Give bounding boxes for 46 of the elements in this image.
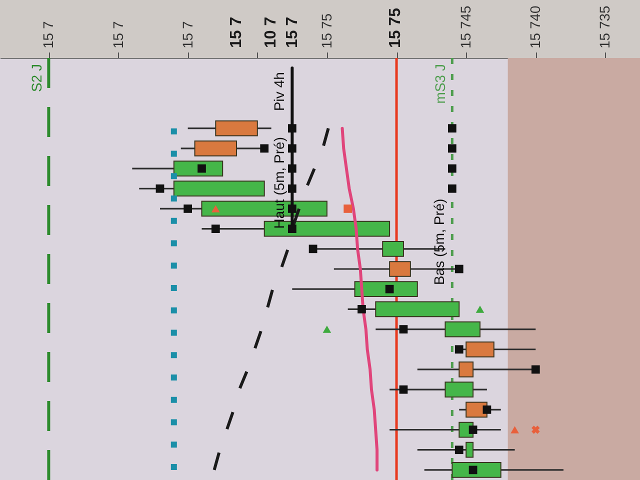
point: [532, 426, 540, 434]
text: Piv 4h: [271, 72, 288, 112]
x-tick-label: 15 740: [527, 5, 544, 48]
point: [322, 326, 332, 333]
point: [454, 264, 464, 274]
point: [448, 164, 456, 173]
x-tick-label: 15 7: [40, 21, 56, 48]
point: [211, 224, 220, 233]
point: [482, 405, 492, 414]
x-tick-label: 15 7: [179, 21, 196, 48]
text: Haut (5m, Pré): [271, 136, 288, 229]
point: [385, 284, 394, 294]
point: [448, 184, 456, 193]
text: Bas (5m, Pré): [431, 198, 448, 286]
text: 10 7: [262, 16, 280, 48]
point: [344, 204, 352, 213]
point: [288, 204, 296, 213]
point: [476, 306, 484, 313]
point: [358, 305, 366, 314]
point: [468, 426, 478, 434]
point: [260, 144, 269, 153]
point: [510, 426, 519, 434]
point: [288, 184, 296, 193]
point: [399, 325, 408, 334]
x-tick-label: 15 735: [596, 5, 613, 48]
x-tick-label: 15 7: [110, 21, 126, 48]
ref-line-label: S2 J: [28, 64, 45, 92]
point: [288, 144, 296, 153]
point: [308, 244, 318, 254]
point: [454, 345, 464, 354]
point: [184, 204, 192, 213]
point: [448, 144, 456, 153]
point: [288, 164, 296, 173]
point: [468, 466, 478, 474]
point: [448, 124, 456, 133]
point: [288, 124, 296, 133]
point: [531, 365, 540, 374]
x-tick-label: 15 75: [318, 13, 334, 48]
point: [454, 446, 464, 454]
ref-line-label: mS3 J: [432, 64, 448, 104]
point: [156, 184, 164, 193]
point: [288, 224, 296, 233]
point: [198, 164, 206, 173]
x-tick-label: 15 745: [458, 5, 474, 48]
point: [399, 385, 408, 394]
point: [211, 205, 220, 212]
